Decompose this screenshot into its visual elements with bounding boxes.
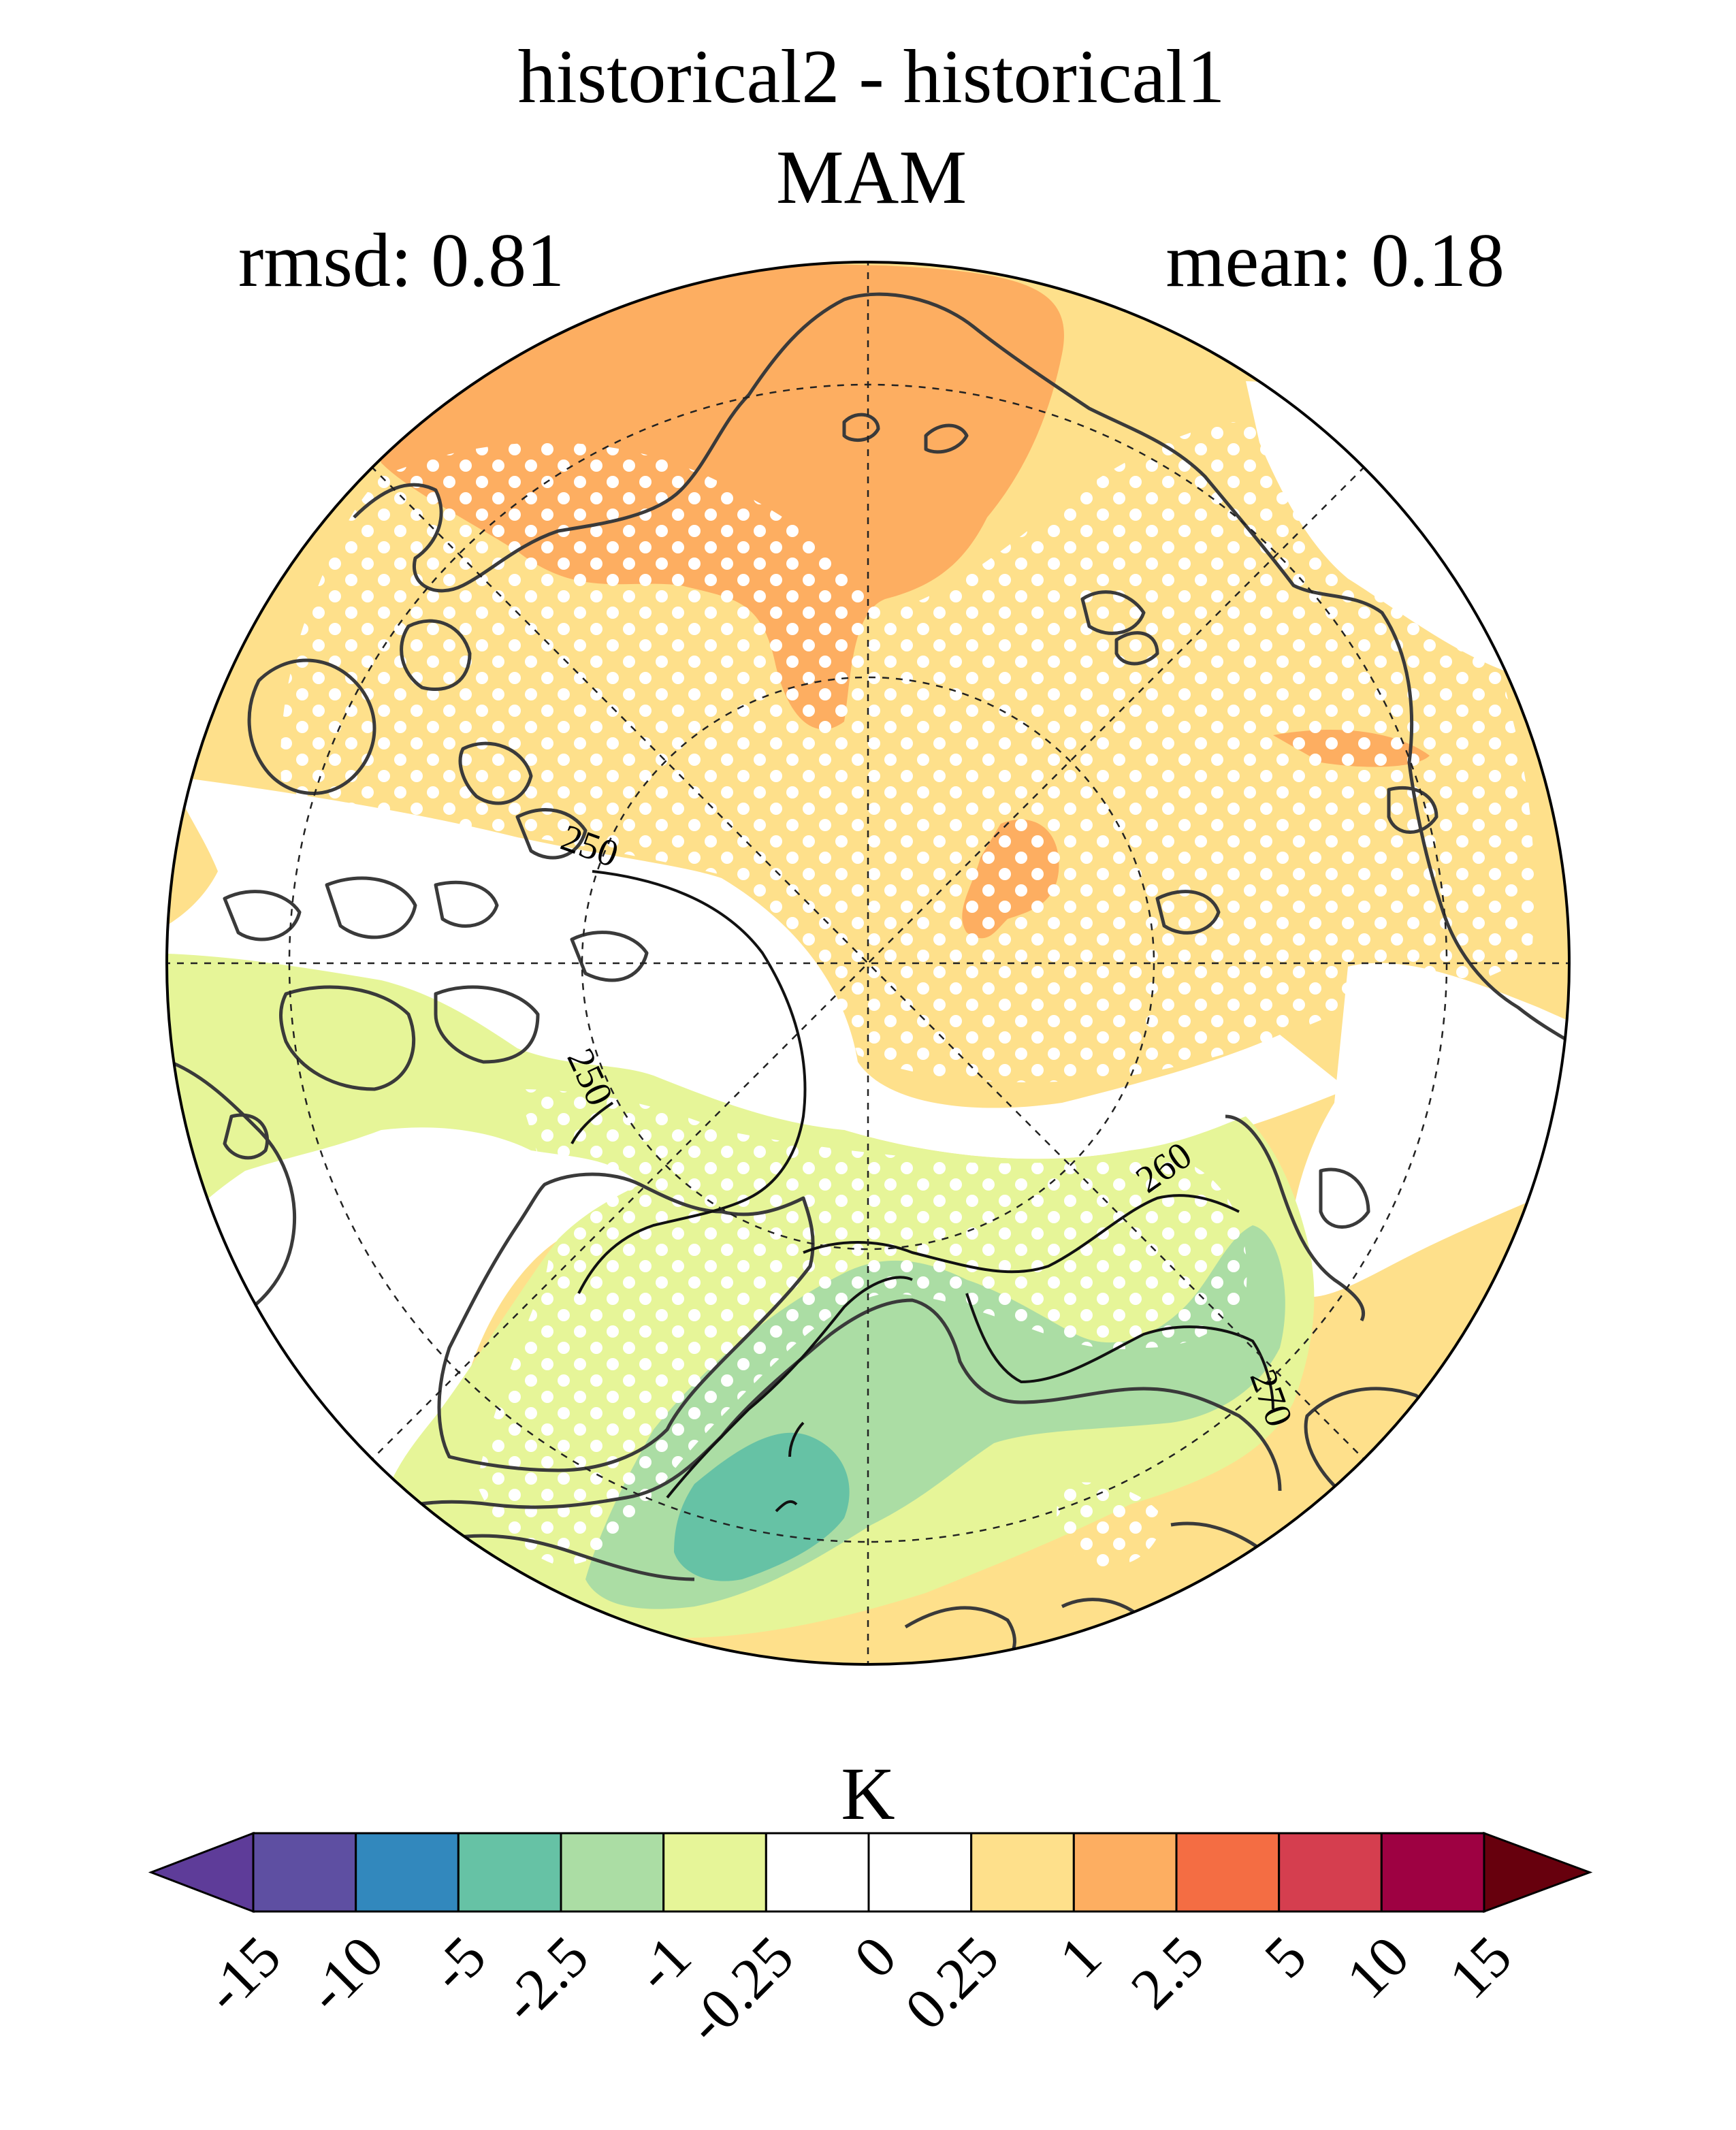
colorbar-tick-label: -0.25 bbox=[673, 1924, 806, 2056]
mean-stat: mean: 0.18 bbox=[1166, 219, 1505, 303]
colorbar-box bbox=[457, 1832, 562, 1913]
plot-title: historical2 - historical1 bbox=[518, 35, 1225, 119]
colorbar-box bbox=[1072, 1832, 1178, 1913]
colorbar-box bbox=[1380, 1832, 1485, 1913]
temperature-contours bbox=[570, 870, 1274, 1513]
colorbar-tick-label: -2.5 bbox=[489, 1924, 600, 2035]
stippling-south bbox=[477, 1089, 1247, 1566]
colorbar-tick-label: 5 bbox=[1252, 1924, 1319, 1990]
colorbar-tick-label: 10 bbox=[1334, 1924, 1421, 2012]
colorbar-unit-label: K bbox=[841, 1752, 895, 1835]
stippling-north bbox=[280, 422, 1534, 1082]
colorbar-boxes bbox=[148, 1831, 1593, 1914]
colorbar-tick-label: 2.5 bbox=[1119, 1924, 1217, 2022]
colorbar-over-triangle bbox=[1483, 1831, 1593, 1914]
colorbar-box bbox=[765, 1832, 870, 1913]
colorbar-under-triangle bbox=[148, 1831, 255, 1914]
plot-subtitle: MAM bbox=[776, 135, 967, 220]
colorbar-tick-labels: -15 -10 -5-2.5 -1-0.25 00.25 1 2.5 5 10 15 bbox=[191, 1924, 1524, 2056]
colorbar-box bbox=[560, 1832, 665, 1913]
colorbar-box bbox=[662, 1832, 767, 1913]
colorbar-box bbox=[1278, 1832, 1383, 1913]
rmsd-stat: rmsd: 0.81 bbox=[238, 219, 564, 303]
colorbar-tick-label: -5 bbox=[417, 1924, 498, 2005]
map-border bbox=[165, 261, 1571, 1666]
colorbar-box bbox=[252, 1832, 357, 1913]
graticule bbox=[167, 262, 1569, 1664]
colorbar-tick-label: 0 bbox=[841, 1924, 908, 1990]
polar-map: 250 250 260 270 bbox=[167, 262, 1569, 1664]
colorbar-box bbox=[970, 1832, 1075, 1913]
colorbar: K -15 -10 -5-2.5 -1-0.25 00.25 1 2.5 5 10 15 bbox=[148, 1752, 1593, 2056]
stippling-se bbox=[1057, 1482, 1164, 1567]
colorbar-tick-label: 15 bbox=[1436, 1924, 1524, 2012]
colorbar-tick-label: -15 bbox=[191, 1924, 293, 2025]
colorbar-tick-label: 1 bbox=[1046, 1924, 1113, 1990]
colorbar-box bbox=[355, 1832, 460, 1913]
colorbar-tick-label: 0.25 bbox=[893, 1924, 1011, 2042]
colorbar-tick-label: -10 bbox=[294, 1924, 396, 2025]
colorbar-box bbox=[1175, 1832, 1281, 1913]
colorbar-box bbox=[867, 1832, 973, 1913]
field-green bbox=[674, 1432, 850, 1581]
